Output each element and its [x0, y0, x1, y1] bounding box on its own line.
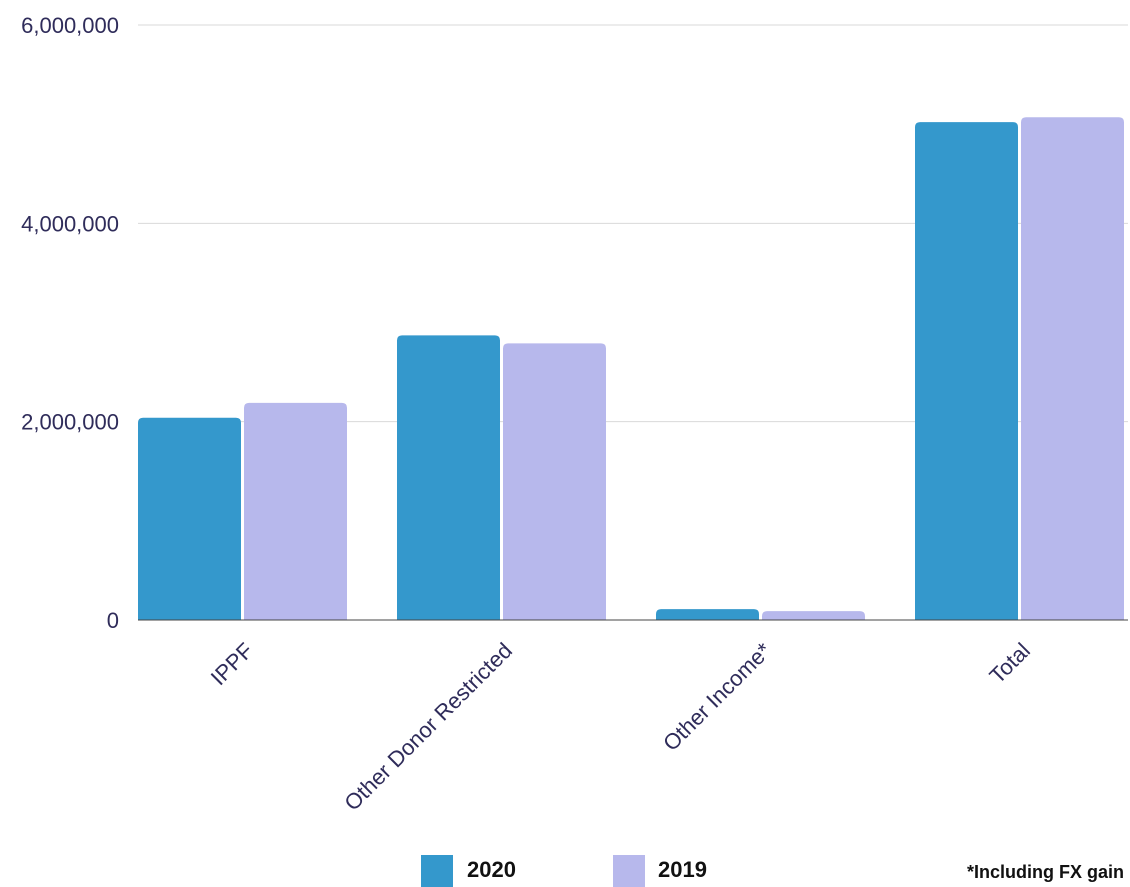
- bar-other-donor-restricted-2019: [503, 343, 606, 620]
- x-category-label-other-donor-restricted: Other Donor Restricted: [339, 638, 517, 816]
- legend: 2020 2019: [421, 855, 707, 887]
- bar-ippf-2019: [244, 402, 347, 620]
- y-tick-label: 2,000,000: [21, 410, 119, 435]
- y-tick-label: 4,000,000: [21, 211, 119, 236]
- y-tick-label: 0: [107, 608, 119, 633]
- y-tick-label: 6,000,000: [21, 13, 119, 38]
- legend-swatch-2019: [613, 855, 645, 887]
- x-category-label-ippf: IPPF: [206, 638, 258, 690]
- bar-ippf-2020: [138, 417, 241, 620]
- footnote: *Including FX gain: [967, 862, 1124, 882]
- bar-other-income-2019: [762, 611, 865, 620]
- legend-label-2019: 2019: [658, 857, 707, 882]
- bars: [138, 117, 1124, 620]
- x-axis-category-labels: IPPF Other Donor Restricted Other Income* T…: [206, 638, 1035, 816]
- bar-other-income-2020: [656, 609, 759, 620]
- x-category-label-other-income: Other Income*: [658, 638, 776, 756]
- y-axis-tick-labels: 0 2,000,000 4,000,000 6,000,000: [21, 13, 119, 633]
- bar-total-2019: [1021, 117, 1124, 620]
- legend-label-2020: 2020: [467, 857, 516, 882]
- bar-other-donor-restricted-2020: [397, 335, 500, 620]
- x-category-label-total: Total: [984, 638, 1035, 689]
- legend-swatch-2020: [421, 855, 453, 887]
- bar-total-2020: [915, 122, 1018, 620]
